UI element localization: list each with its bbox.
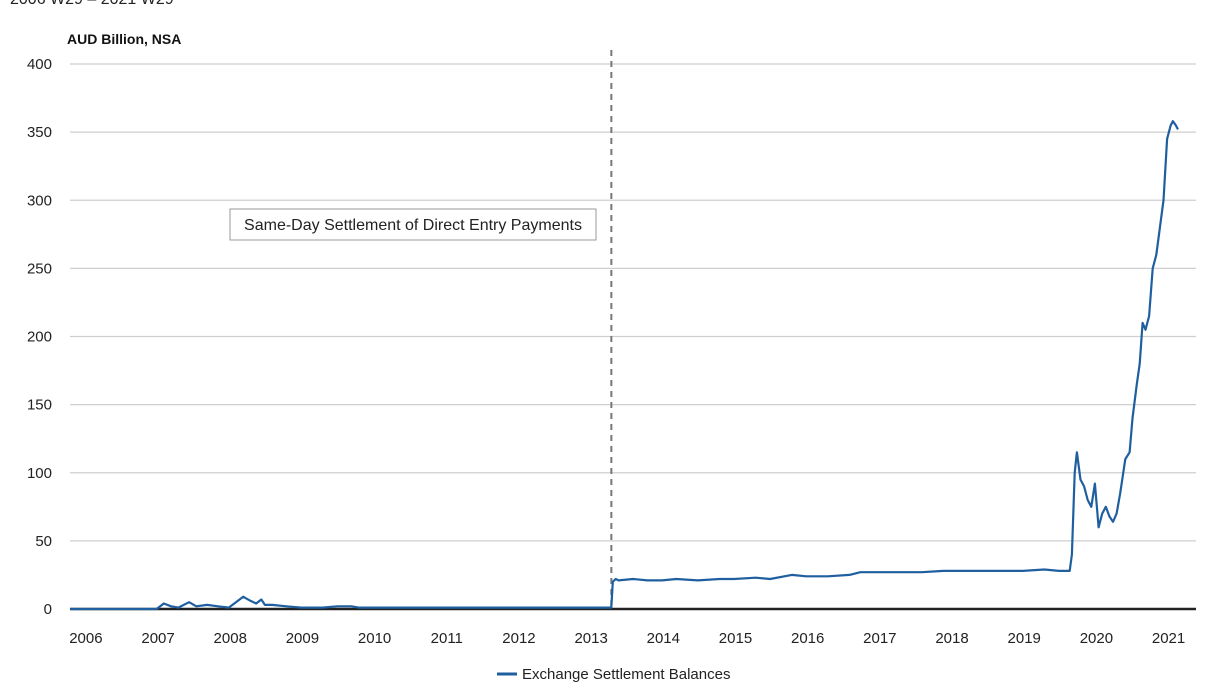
x-tick-label: 2016 [791,630,824,647]
y-tick-label: 350 [27,124,52,141]
y-tick-label: 0 [44,601,52,618]
x-tick-label: 2008 [214,630,247,647]
legend-label: Exchange Settlement Balances [522,666,730,683]
x-tick-label: 2009 [286,630,319,647]
x-tick-label: 2021 [1152,630,1185,647]
annotation-frame [229,208,597,241]
x-tick-label: 2011 [431,630,463,647]
x-tick-label: 2019 [1008,630,1041,647]
y-tick-label: 400 [27,56,52,73]
y-tick-label: 200 [27,329,52,346]
x-tick-label: 2017 [863,630,896,647]
y-tick-label: 50 [35,533,52,550]
series-line-exchange-settlement-balances [70,120,1179,611]
annotation-text: Same-Day Settlement of Direct Entry Paym… [244,217,582,234]
y-tick-label: 100 [27,465,52,482]
x-tick-label: 2018 [935,630,968,647]
y-tick-labels: 0 50 100 150 200 250 300 350 400 [27,56,52,618]
y-tick-label: 300 [27,192,52,209]
gridlines [70,63,1196,542]
x-tick-label: 2012 [502,630,535,647]
x-tick-labels: 2006 2007 2008 2009 2010 2011 2012 2013 2014 2015… [69,630,1185,647]
x-tick-label: 2014 [647,630,680,647]
x-tick-label: 2020 [1080,630,1113,647]
y-tick-label: 250 [27,260,52,277]
x-tick-label: 2015 [719,630,752,647]
x-tick-label: 2010 [358,630,391,647]
chart-subtitle: 2006 W29 – 2021 W29 [10,0,174,9]
x-tick-label: 2013 [574,630,607,647]
legend: Exchange Settlement Balances [497,666,730,683]
y-tick-label: 150 [27,397,52,414]
annotation-box: Same-Day Settlement of Direct Entry Paym… [229,208,597,241]
x-tick-label: 2007 [141,630,174,647]
y-axis-unit-label: AUD Billion, NSA [67,31,182,47]
x-tick-label: 2006 [69,630,102,647]
